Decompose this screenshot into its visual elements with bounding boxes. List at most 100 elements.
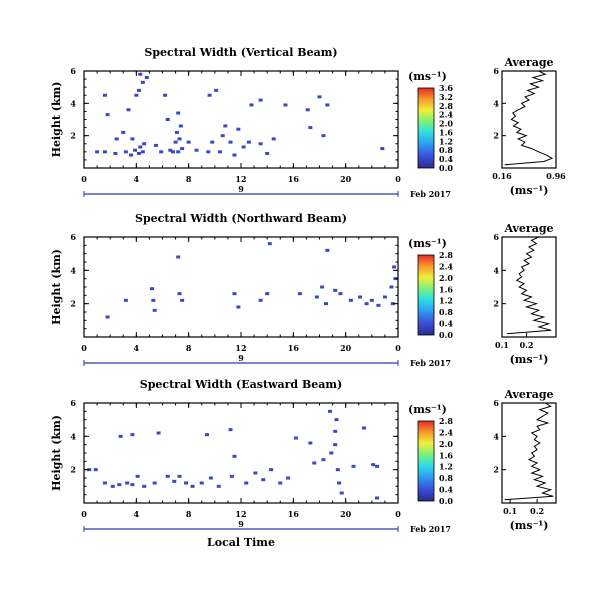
data-pixel bbox=[210, 140, 215, 144]
month-label: Feb 2017 bbox=[410, 524, 451, 534]
colorbar-tick-label: 1.6 bbox=[439, 127, 453, 137]
data-pixel bbox=[110, 484, 115, 488]
x-tick-label: 0.2 bbox=[520, 340, 534, 350]
y-tick-label: 4 bbox=[493, 265, 499, 275]
data-pixel bbox=[142, 142, 147, 146]
colorbar bbox=[417, 254, 435, 336]
data-pixel bbox=[358, 295, 363, 299]
x-axis-label: Local Time bbox=[207, 536, 275, 549]
average-line bbox=[504, 402, 554, 501]
data-pixel bbox=[325, 248, 330, 252]
average-frame bbox=[501, 70, 557, 169]
x-tick-label: 20 bbox=[340, 174, 352, 184]
x-tick-label: 16 bbox=[288, 509, 300, 519]
data-pixel bbox=[267, 242, 272, 246]
data-pixel bbox=[361, 426, 366, 430]
data-pixel bbox=[102, 150, 107, 154]
average-title: Average bbox=[503, 56, 553, 69]
y-tick-label: 6 bbox=[70, 232, 76, 242]
spectral-panel-2: Spectral Width (Eastward Beam)0 4 8 12 16 20 0… bbox=[50, 378, 453, 549]
data-pixel bbox=[135, 474, 140, 478]
y-axis-label: Height (km) bbox=[50, 249, 63, 325]
x-tick-label: 0 bbox=[81, 509, 87, 519]
data-pixel bbox=[265, 292, 270, 296]
data-pixel bbox=[333, 429, 338, 433]
data-pixel bbox=[136, 151, 141, 155]
data-pixel bbox=[138, 72, 143, 76]
data-pixel bbox=[338, 292, 343, 296]
data-pixel bbox=[102, 481, 107, 485]
data-pixel bbox=[105, 113, 110, 117]
y-tick-label: 4 bbox=[493, 98, 499, 108]
data-pixel bbox=[265, 151, 270, 155]
data-pixel bbox=[163, 93, 168, 97]
data-pixel bbox=[165, 474, 170, 478]
x-tick-label: 0 bbox=[81, 343, 87, 353]
data-pixel bbox=[253, 471, 258, 475]
x-tick-label: 0.1 bbox=[503, 506, 517, 516]
plot-frame bbox=[83, 70, 399, 169]
data-pixel bbox=[136, 88, 141, 92]
y-tick-label: 4 bbox=[70, 431, 76, 441]
data-pixel bbox=[269, 468, 274, 472]
data-pixel bbox=[228, 428, 233, 432]
x-tick-label: 12 bbox=[235, 509, 246, 519]
data-pixel bbox=[133, 148, 138, 152]
data-pixel bbox=[180, 298, 185, 302]
colorbar-tick-label: 1.2 bbox=[439, 136, 453, 146]
plot-frame bbox=[83, 236, 399, 338]
data-pixel bbox=[258, 98, 263, 102]
x-tick-label: 4 bbox=[134, 174, 140, 184]
data-pixel bbox=[87, 468, 92, 472]
spectral-panel-0: Spectral Width (Vertical Beam)0 4 8 12 16 20 0… bbox=[50, 46, 453, 199]
colorbar-tick-label: 1.2 bbox=[439, 462, 453, 472]
data-pixel bbox=[327, 409, 332, 413]
colorbar-tick-label: 1.6 bbox=[439, 284, 453, 294]
data-pixel bbox=[172, 479, 177, 483]
x-tick-label: 0.2 bbox=[530, 506, 544, 516]
data-pixel bbox=[134, 93, 139, 97]
data-pixel bbox=[321, 458, 326, 462]
data-pixel bbox=[333, 443, 338, 447]
colorbar-tick-label: 0.4 bbox=[439, 154, 453, 164]
data-pixel bbox=[144, 75, 149, 79]
data-pixel bbox=[325, 103, 330, 107]
data-pixel bbox=[312, 461, 317, 465]
data-pixel bbox=[140, 80, 145, 84]
data-pixel bbox=[153, 143, 158, 147]
colorbar-tick-label: 0.0 bbox=[439, 496, 453, 506]
data-pixel bbox=[314, 295, 319, 299]
data-pixel bbox=[130, 483, 135, 487]
data-pixel bbox=[165, 118, 170, 121]
data-pixel bbox=[102, 93, 107, 97]
colorbar bbox=[417, 420, 435, 502]
data-pixel bbox=[214, 88, 219, 92]
data-pixel bbox=[236, 305, 241, 309]
x-tick-label: 0.1 bbox=[495, 340, 509, 350]
average-title: Average bbox=[503, 222, 553, 235]
data-pixel bbox=[130, 137, 135, 141]
month-label: Feb 2017 bbox=[410, 358, 451, 368]
data-pixel bbox=[216, 484, 221, 488]
data-pixel bbox=[125, 481, 130, 485]
data-pixel bbox=[168, 148, 173, 152]
data-pixel bbox=[208, 476, 213, 480]
data-pixel bbox=[249, 103, 254, 107]
data-pixel bbox=[150, 287, 155, 291]
data-pixel bbox=[375, 464, 380, 468]
data-pixel bbox=[305, 108, 310, 112]
data-pixel bbox=[308, 126, 313, 130]
data-pixel bbox=[278, 481, 283, 485]
data-pixel bbox=[232, 153, 237, 157]
month-label: Feb 2017 bbox=[410, 189, 451, 199]
x-tick-label: 20 bbox=[340, 343, 352, 353]
average-frame bbox=[501, 236, 557, 338]
data-pixel bbox=[380, 147, 385, 151]
colorbar-tick-label: 1.2 bbox=[439, 296, 453, 306]
colorbar-tick-label: 2.8 bbox=[439, 416, 453, 426]
colorbar-tick-label: 3.2 bbox=[439, 92, 453, 102]
data-pixel bbox=[339, 491, 344, 495]
y-tick-label: 6 bbox=[70, 398, 76, 408]
data-pixel bbox=[176, 255, 181, 259]
data-pixel bbox=[390, 302, 395, 306]
